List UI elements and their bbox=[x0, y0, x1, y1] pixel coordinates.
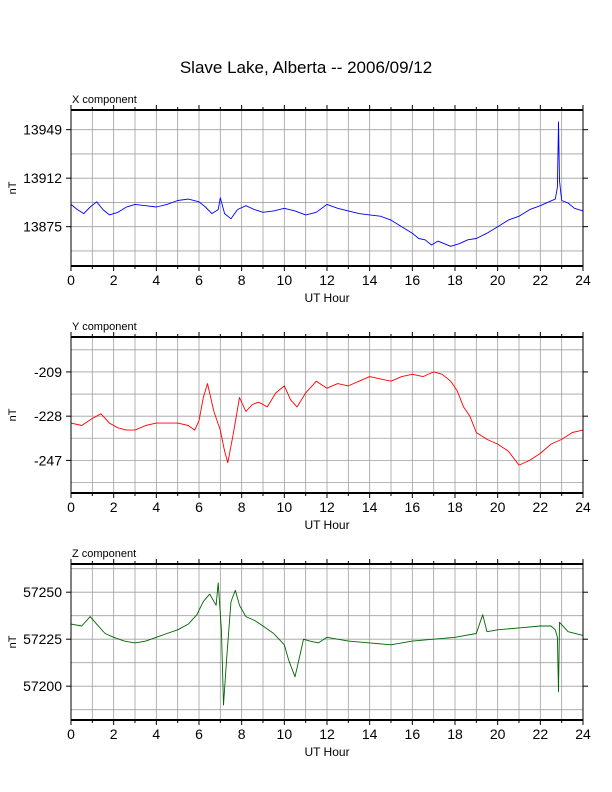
x-tick-label: 0 bbox=[67, 272, 75, 288]
x-tick-label: 16 bbox=[405, 499, 421, 515]
x-tick-label: 6 bbox=[195, 499, 203, 515]
x-tick-label: 10 bbox=[277, 726, 293, 742]
y-axis-label: nT bbox=[7, 408, 19, 421]
x-tick-label: 10 bbox=[277, 272, 293, 288]
x-tick-label: 22 bbox=[533, 499, 549, 515]
x-tick-label: 8 bbox=[238, 726, 246, 742]
series-line bbox=[70, 582, 584, 706]
x-tick-label: 22 bbox=[533, 726, 549, 742]
y-tick-label: 57250 bbox=[23, 584, 62, 600]
series-line bbox=[70, 371, 584, 466]
x-tick-label: 14 bbox=[362, 499, 378, 515]
x-tick-label: 18 bbox=[447, 499, 463, 515]
x-tick-label: 24 bbox=[575, 499, 591, 515]
y-tick-label: 13875 bbox=[23, 219, 62, 235]
x-tick-label: 8 bbox=[238, 499, 246, 515]
x-tick-label: 20 bbox=[490, 499, 506, 515]
x-tick-label: 24 bbox=[575, 272, 591, 288]
x-tick-label: 2 bbox=[110, 272, 118, 288]
x-tick-label: 24 bbox=[575, 726, 591, 742]
x-axis-label: UT Hour bbox=[304, 518, 349, 532]
x-tick-label: 12 bbox=[319, 272, 335, 288]
x-tick-label: 6 bbox=[195, 726, 203, 742]
x-tick-label: 4 bbox=[152, 272, 160, 288]
x-tick-label: 18 bbox=[447, 272, 463, 288]
x-tick-label: 12 bbox=[319, 499, 335, 515]
x-tick-label: 10 bbox=[277, 499, 293, 515]
panel-label: Z component bbox=[72, 548, 136, 560]
x-tick-label: 4 bbox=[152, 499, 160, 515]
x-tick-label: 2 bbox=[110, 726, 118, 742]
y-tick-label: -228 bbox=[34, 408, 62, 424]
y-tick-label: -247 bbox=[34, 452, 62, 468]
x-tick-label: 0 bbox=[67, 499, 75, 515]
x-tick-label: 20 bbox=[490, 726, 506, 742]
y-tick-label: 57200 bbox=[23, 678, 62, 694]
x-tick-label: 8 bbox=[238, 272, 246, 288]
x-tick-label: 16 bbox=[405, 726, 421, 742]
x-tick-label: 2 bbox=[110, 499, 118, 515]
y-axis-label: nT bbox=[7, 635, 19, 648]
x-tick-label: 18 bbox=[447, 726, 463, 742]
x-tick-label: 0 bbox=[67, 726, 75, 742]
y-axis-label: nT bbox=[7, 181, 19, 194]
y-tick-label: 13912 bbox=[23, 170, 62, 186]
x-tick-label: 14 bbox=[362, 272, 378, 288]
y-tick-label: -209 bbox=[34, 364, 62, 380]
page-title: Slave Lake, Alberta -- 2006/09/12 bbox=[179, 58, 433, 77]
y-tick-label: 57225 bbox=[23, 631, 62, 647]
x-tick-label: 20 bbox=[490, 272, 506, 288]
x-tick-label: 6 bbox=[195, 272, 203, 288]
x-axis-label: UT Hour bbox=[304, 745, 349, 759]
x-tick-label: 4 bbox=[152, 726, 160, 742]
panel-label: Y component bbox=[72, 321, 137, 333]
x-axis-label: UT Hour bbox=[304, 291, 349, 305]
panel-label: X component bbox=[72, 94, 137, 106]
x-tick-label: 14 bbox=[362, 726, 378, 742]
y-tick-label: 13949 bbox=[23, 122, 62, 138]
series-line bbox=[70, 121, 584, 247]
x-tick-label: 22 bbox=[533, 272, 549, 288]
x-tick-label: 16 bbox=[405, 272, 421, 288]
x-tick-label: 12 bbox=[319, 726, 335, 742]
